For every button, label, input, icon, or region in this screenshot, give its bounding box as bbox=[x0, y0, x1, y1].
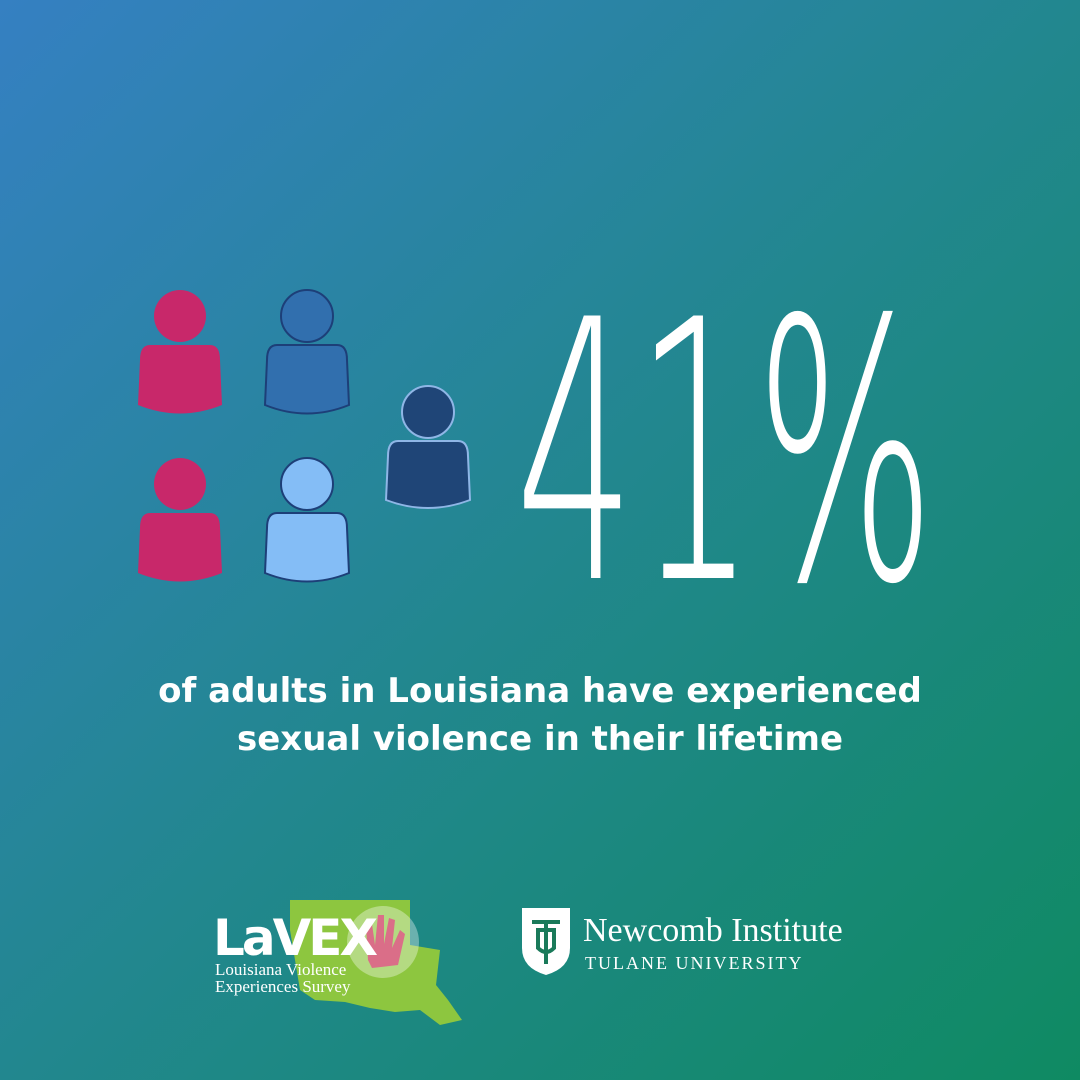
person-icon bbox=[138, 290, 222, 414]
caption-line: of adults in Louisiana have experienced bbox=[158, 671, 922, 711]
stat: 41% bbox=[515, 244, 935, 663]
person-icon bbox=[263, 289, 351, 415]
newcomb-subtitle: TULANE UNIVERSITY bbox=[585, 953, 803, 973]
lavex-subtitle: Louisiana Violence bbox=[215, 960, 346, 979]
hand bbox=[366, 915, 405, 968]
person-icon bbox=[263, 457, 351, 583]
newcomb-logo: Newcomb Institute TULANE UNIVERSITY bbox=[522, 908, 843, 975]
person-icon bbox=[138, 458, 222, 582]
person-icons bbox=[138, 289, 472, 583]
lavex-logo: LaVEX Louisiana Violence Experiences Sur… bbox=[213, 900, 462, 1025]
shield-emblem bbox=[532, 920, 560, 964]
newcomb-name: Newcomb Institute bbox=[583, 912, 843, 949]
lavex-subtitle: Experiences Survey bbox=[215, 977, 351, 996]
lavex-name: LaVEX bbox=[213, 909, 377, 967]
person-icon bbox=[384, 385, 472, 509]
caption-line: sexual violence in their lifetime bbox=[237, 719, 843, 759]
